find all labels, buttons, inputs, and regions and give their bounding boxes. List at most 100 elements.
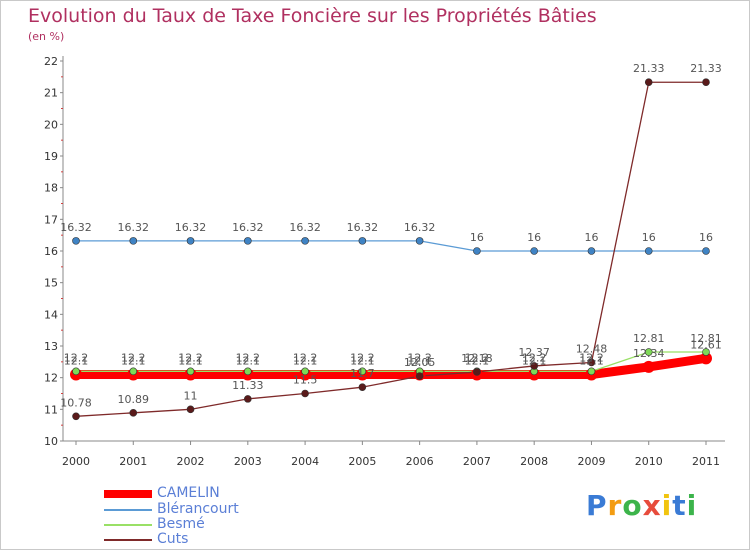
data-label: 12.2 bbox=[579, 351, 604, 364]
data-point bbox=[642, 360, 655, 373]
x-tick-label: 2011 bbox=[692, 455, 720, 468]
logo-letters: Proxiti bbox=[586, 489, 697, 522]
proxiti-logo: Proxiti bbox=[586, 489, 697, 522]
y-tick-label: 15 bbox=[44, 277, 58, 290]
data-point bbox=[244, 237, 252, 245]
y-tick-label: 16 bbox=[44, 245, 58, 258]
data-point bbox=[186, 405, 195, 414]
data-label: 16.32 bbox=[289, 221, 321, 234]
y-axis-unit-label: (en %) bbox=[28, 30, 65, 43]
series-points bbox=[70, 78, 712, 421]
data-label: 12.1 bbox=[579, 355, 604, 368]
legend-label-besme: Besmé bbox=[157, 516, 205, 532]
data-point bbox=[129, 237, 138, 245]
data-point bbox=[702, 348, 710, 356]
data-label: 21.33 bbox=[633, 62, 665, 75]
data-point bbox=[301, 389, 309, 398]
data-label: 12.2 bbox=[178, 351, 203, 364]
x-tick-label: 2006 bbox=[406, 455, 434, 468]
y-tick-label: 14 bbox=[44, 308, 58, 321]
x-tick-label: 2007 bbox=[463, 455, 491, 468]
data-point bbox=[301, 237, 309, 245]
x-tick-label: 2004 bbox=[291, 455, 319, 468]
series-lines bbox=[71, 81, 711, 417]
x-tick-label: 2008 bbox=[520, 455, 548, 468]
data-label: 12.1 bbox=[293, 355, 318, 368]
data-point bbox=[244, 395, 252, 403]
y-tick-label: 22 bbox=[44, 55, 58, 68]
data-point bbox=[186, 237, 195, 245]
data-label: 12.48 bbox=[576, 342, 608, 355]
data-label: 10.78 bbox=[60, 396, 92, 409]
data-label: 12.2 bbox=[350, 351, 375, 364]
legend-swatch-besme bbox=[104, 524, 152, 526]
data-point bbox=[129, 367, 138, 376]
data-label: 16 bbox=[642, 231, 656, 244]
data-label: 16.32 bbox=[404, 221, 436, 234]
series-labels: 16.32 16.32 16.32 16.32 16.32 16.32 16.32 16 16 1… bbox=[60, 62, 722, 409]
data-label: 12.2 bbox=[293, 351, 318, 364]
data-point bbox=[72, 237, 80, 245]
y-tick-label: 21 bbox=[44, 87, 58, 100]
legend-label-blerancourt: Blérancourt bbox=[157, 501, 239, 517]
y-tick-label: 13 bbox=[44, 340, 58, 353]
data-label: 10.89 bbox=[118, 393, 150, 406]
y-tick-label: 10 bbox=[44, 435, 58, 448]
logo-letter: i bbox=[661, 489, 673, 522]
legend-swatch-blerancourt bbox=[104, 509, 152, 511]
y-tick-label: 20 bbox=[44, 118, 58, 131]
data-label: 16 bbox=[699, 231, 713, 244]
logo-letter: i bbox=[686, 489, 698, 522]
data-label: 11.7 bbox=[350, 367, 375, 380]
y-tick-label: 19 bbox=[44, 150, 58, 163]
data-label: 12.37 bbox=[518, 346, 550, 359]
legend-swatch-camelin bbox=[104, 490, 152, 498]
x-tick-label: 2005 bbox=[348, 455, 376, 468]
y-tick-label: 11 bbox=[44, 403, 58, 416]
data-label: 12.2 bbox=[407, 351, 432, 364]
data-label: 11 bbox=[184, 389, 198, 402]
data-point bbox=[358, 237, 367, 245]
data-label: 12.2 bbox=[465, 351, 490, 364]
data-point bbox=[358, 383, 367, 391]
data-point bbox=[644, 348, 653, 356]
data-point bbox=[186, 367, 195, 376]
data-label: 12.61 bbox=[690, 338, 722, 351]
x-tick-label: 2003 bbox=[234, 455, 262, 468]
data-label: 12.81 bbox=[690, 332, 722, 345]
data-label: 11.5 bbox=[293, 374, 318, 387]
data-point bbox=[702, 247, 710, 255]
data-label: 12.2 bbox=[522, 351, 547, 364]
legend-label-camelin: CAMELIN bbox=[157, 485, 220, 501]
data-label: 12.1 bbox=[121, 355, 146, 368]
data-label: 12.18 bbox=[461, 352, 493, 365]
logo-letter: o bbox=[622, 489, 643, 522]
legend-swatch-cuts bbox=[104, 539, 152, 541]
y-tick-label: 17 bbox=[44, 213, 58, 226]
data-label: 16.32 bbox=[232, 221, 264, 234]
data-point bbox=[587, 367, 596, 376]
data-point bbox=[473, 368, 481, 376]
data-point bbox=[530, 247, 538, 255]
data-point bbox=[702, 78, 710, 87]
data-point bbox=[700, 352, 712, 365]
data-label: 12.2 bbox=[236, 351, 261, 364]
x-tick-label: 2001 bbox=[119, 455, 147, 468]
logo-letter: r bbox=[607, 489, 623, 522]
data-label: 16.32 bbox=[347, 221, 379, 234]
x-tick-label: 2009 bbox=[577, 455, 605, 468]
data-label: 16.32 bbox=[118, 221, 150, 234]
x-tick-label: 2010 bbox=[635, 455, 663, 468]
logo-letter: P bbox=[586, 489, 608, 522]
data-label: 12.1 bbox=[350, 355, 375, 368]
x-tick-label: 2000 bbox=[62, 455, 90, 468]
data-point bbox=[415, 372, 424, 380]
data-label: 12.1 bbox=[465, 355, 490, 368]
data-point bbox=[530, 362, 538, 370]
x-tick-label: 2002 bbox=[177, 455, 205, 468]
data-label: 12.1 bbox=[64, 355, 89, 368]
series-line-camelin bbox=[71, 353, 711, 379]
data-label: 12.1 bbox=[522, 355, 547, 368]
data-label: 16.32 bbox=[175, 221, 207, 234]
